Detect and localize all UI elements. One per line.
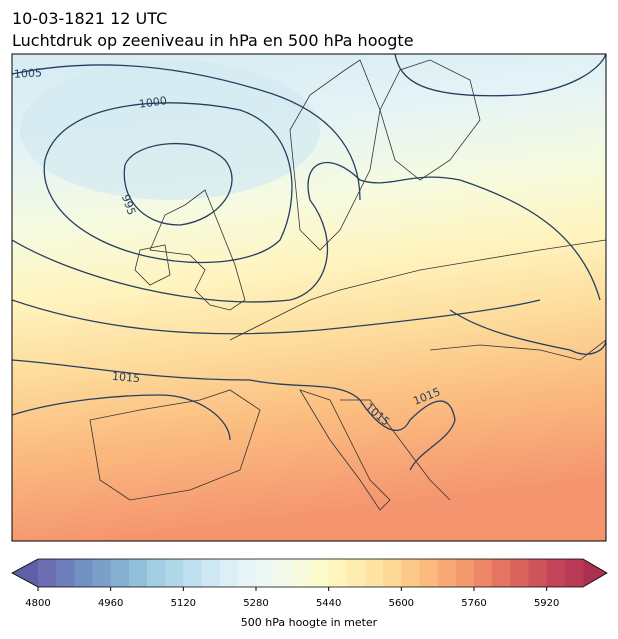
colorbar-tick-label: 5120 (171, 598, 196, 609)
colorbar-box (92, 559, 112, 587)
colorbar-box (165, 559, 184, 587)
colorbar-box (474, 559, 493, 587)
low-area (20, 60, 320, 200)
contour-label: 1005 (14, 66, 43, 80)
colorbar-box (201, 559, 221, 587)
colorbar-box (546, 559, 566, 587)
colorbar-box (365, 559, 384, 587)
colorbar-box (56, 559, 75, 587)
colorbar-tick-label: 4800 (25, 598, 50, 609)
contour-label: 1015 (112, 370, 141, 385)
colorbar-box (237, 559, 257, 587)
colorbar-under (12, 559, 38, 587)
colorbar: 4800 4960 5120 5280 5440 5600 5760 5920 (11, 558, 608, 609)
colorbar-box (528, 559, 548, 587)
map-frame (11, 53, 607, 542)
colorbar-box (128, 559, 148, 587)
colorbar-tick-label: 5760 (461, 598, 486, 609)
colorbar-box (328, 559, 348, 587)
colorbar-box (219, 559, 239, 587)
colorbar-box (183, 559, 202, 587)
colorbar-box (74, 559, 93, 587)
colorbar-box (147, 559, 166, 587)
colorbar-box (383, 559, 402, 587)
subtitle: Luchtdruk op zeeniveau in hPa en 500 hPa… (12, 31, 414, 50)
colorbar-box (437, 559, 457, 587)
colorbar-tick-label: 5440 (316, 598, 341, 609)
colorbar-box (346, 559, 366, 587)
colorbar-box (292, 559, 311, 587)
colorbar-box (455, 559, 475, 587)
colorbar-over (583, 559, 607, 587)
colorbar-box (274, 559, 293, 587)
colorbar-box (401, 559, 420, 587)
colorbar-tick-label: 5280 (243, 598, 268, 609)
coastlines (89, 59, 606, 511)
contour-label: 1000 (138, 94, 168, 111)
colorbar-tick-label: 5920 (534, 598, 559, 609)
colorbar-box (310, 559, 330, 587)
colorbar-tick-label: 5600 (389, 598, 414, 609)
colorbar-box (564, 559, 584, 587)
colorbar-box (256, 559, 275, 587)
colorbar-box (510, 559, 529, 587)
colorbar-box (38, 559, 57, 587)
title: 10-03-1821 12 UTC (12, 9, 167, 28)
colorbar-box (492, 559, 511, 587)
colorbar-label: 500 hPa hoogte in meter (241, 616, 378, 629)
colorbar-outline (11, 558, 608, 588)
colorbar-box (419, 559, 439, 587)
colorbar-tick-label: 4960 (98, 598, 123, 609)
colorbar-box (110, 559, 130, 587)
isobars (12, 54, 606, 471)
